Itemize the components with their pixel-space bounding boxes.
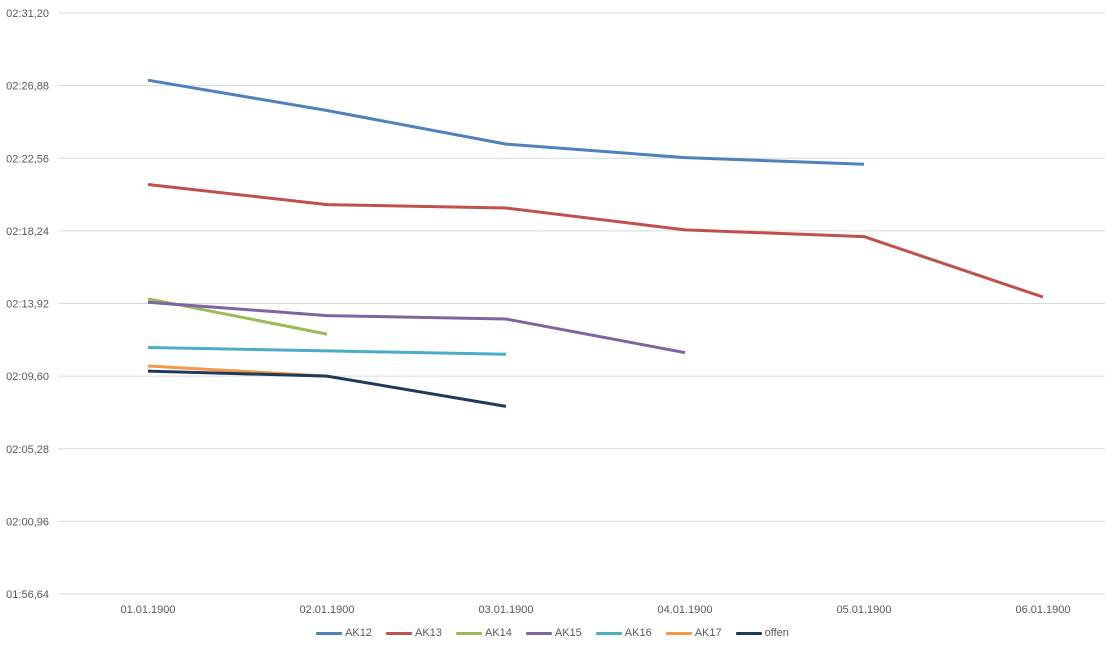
y-tick-label: 02:26,88 — [6, 81, 49, 93]
x-tick-label: 02.01.1900 — [299, 604, 354, 616]
legend-label: AK17 — [694, 627, 722, 639]
y-tick-label: 02:05,28 — [6, 444, 49, 456]
legend-swatch — [735, 631, 762, 635]
legend-item-ak15: AK15 — [525, 627, 582, 639]
x-axis-tick-labels: 01.01.1900 02.01.1900 03.01.1900 04.01.1900… — [120, 604, 1070, 616]
legend-label: AK16 — [624, 627, 652, 639]
y-tick-label: 02:09,60 — [6, 371, 49, 383]
legend-item-ak16: AK16 — [595, 627, 652, 639]
legend-swatch — [665, 631, 692, 635]
legend-label: AK12 — [345, 627, 373, 639]
x-tick-label: 01.01.1900 — [120, 604, 175, 616]
series-line-ak13 — [147, 183, 1044, 299]
legend-label: offen — [764, 627, 789, 639]
y-axis-tick-labels: 01:56,64 02:00,96 02:05,28 02:09,60 02:13,92… — [6, 8, 49, 601]
y-tick-label: 02:22,56 — [6, 153, 49, 165]
x-tick-label: 06.01.1900 — [1015, 604, 1070, 616]
legend-label: AK14 — [484, 627, 512, 639]
legend-item-ak13: AK13 — [386, 627, 442, 639]
series-line-ak12 — [147, 78, 865, 166]
legend-swatch — [525, 631, 552, 635]
line-chart: 01:56,64 02:00,96 02:05,28 02:09,60 02:13,92… — [6, 8, 1105, 616]
legend-swatch — [386, 631, 413, 635]
legend-label: AK15 — [554, 627, 582, 639]
legend-swatch — [595, 631, 622, 635]
series-line-offen — [147, 369, 507, 408]
legend-swatch — [316, 631, 343, 635]
x-tick-label: 03.01.1900 — [478, 604, 533, 616]
legend-swatch — [455, 631, 482, 635]
y-tick-label: 01:56,64 — [6, 589, 49, 601]
legend-item-ak12: AK12 — [316, 627, 372, 639]
y-tick-label: 02:13,92 — [6, 299, 49, 311]
legend-item-ak17: AK17 — [665, 627, 722, 639]
y-tick-label: 02:31,20 — [6, 8, 49, 20]
y-tick-label: 02:00,96 — [6, 516, 49, 528]
series-line-ak15 — [147, 300, 686, 355]
series-lines — [147, 78, 1044, 408]
y-tick-label: 02:18,24 — [6, 226, 49, 238]
gridlines — [58, 12, 1105, 595]
legend: AK12 AK13 AK14 AK15 AK16 AK17 offen — [0, 627, 1105, 639]
x-tick-label: 05.01.1900 — [836, 604, 891, 616]
x-tick-label: 04.01.1900 — [657, 604, 712, 616]
legend-item-ak14: AK14 — [455, 627, 512, 639]
series-line-ak16 — [147, 346, 507, 356]
legend-item-offen: offen — [735, 627, 789, 639]
legend-label: AK13 — [415, 627, 442, 639]
